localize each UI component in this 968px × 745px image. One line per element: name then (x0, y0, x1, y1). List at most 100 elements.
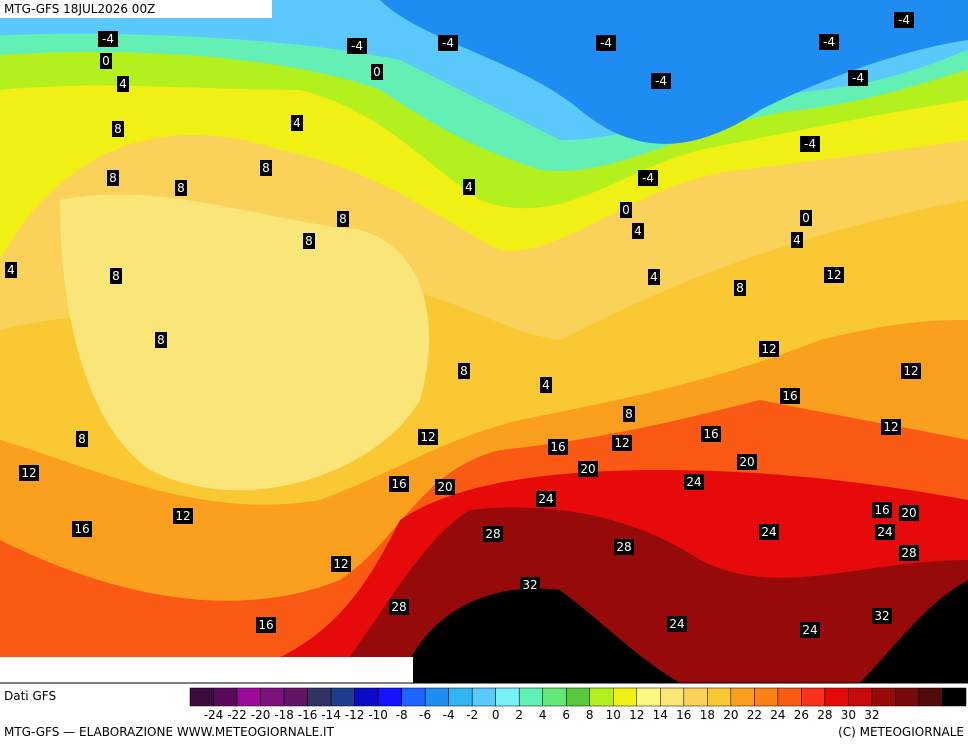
contour-label: 0 (802, 211, 810, 225)
color-swatch (495, 687, 520, 707)
contour-label: 24 (761, 525, 776, 539)
color-swatch (730, 687, 755, 707)
colorbar-tick-label: 14 (653, 708, 668, 722)
label-box (110, 268, 122, 284)
color-swatch (401, 687, 426, 707)
colorbar-tick-label: -2 (466, 708, 478, 722)
colorbar-tick-label: -18 (274, 708, 294, 722)
label-box (791, 232, 803, 248)
color-swatch (283, 687, 308, 707)
label-box (875, 524, 895, 540)
contour-label: 28 (485, 527, 500, 541)
contour-label: 12 (21, 466, 36, 480)
contour-label: 20 (437, 480, 452, 494)
label-box (463, 179, 475, 195)
colorbar-tick-label: -20 (251, 708, 271, 722)
label-box (100, 53, 112, 69)
contour-label: -4 (655, 74, 667, 88)
color-swatch (354, 687, 379, 707)
label-box (173, 508, 193, 524)
color-swatch (330, 687, 355, 707)
color-swatch (707, 687, 732, 707)
color-swatch (824, 687, 849, 707)
colorbar-tick-label: 8 (586, 708, 594, 722)
contour-label: 28 (901, 546, 916, 560)
colorbar-tick-label: 26 (794, 708, 809, 722)
label-box (612, 435, 632, 451)
label-box (483, 526, 503, 542)
label-box (899, 545, 919, 561)
label-box (303, 233, 315, 249)
label-box (155, 332, 167, 348)
colorbar-tick-label: -6 (419, 708, 431, 722)
colorbar-tick-label: -14 (321, 708, 341, 722)
color-swatch (518, 687, 543, 707)
colorbar-tick-label: -12 (345, 708, 365, 722)
contour-label: 16 (258, 618, 273, 632)
label-box (759, 524, 779, 540)
label-box (371, 64, 383, 80)
label-box (418, 429, 438, 445)
label-box (98, 31, 118, 47)
contour-label: 8 (262, 161, 270, 175)
label-box (19, 465, 39, 481)
colorbar-tick-label: 32 (864, 708, 879, 722)
color-swatch (189, 687, 214, 707)
footer-left: MTG-GFS — ELABORAZIONE WWW.METEOGIORNALE… (4, 725, 335, 739)
colorbar-tick-label: -24 (204, 708, 224, 722)
contour-label: 32 (874, 609, 889, 623)
contour-label: 32 (522, 578, 537, 592)
colorbar-tick-label: 0 (492, 708, 500, 722)
contour-label: 4 (634, 224, 642, 238)
label-box (638, 170, 658, 186)
color-swatch (589, 687, 614, 707)
contour-label: 8 (339, 212, 347, 226)
label-box (256, 617, 276, 633)
label-box (548, 439, 568, 455)
label-box (389, 476, 409, 492)
label-box (540, 377, 552, 393)
contour-label: 8 (109, 171, 117, 185)
color-swatch (613, 687, 638, 707)
contour-label: 24 (686, 475, 701, 489)
label-box (291, 115, 303, 131)
label-box (614, 539, 634, 555)
label-box (520, 577, 540, 593)
label-box (819, 34, 839, 50)
color-swatch (848, 687, 873, 707)
color-swatch (542, 687, 567, 707)
contour-label: 12 (883, 420, 898, 434)
contour-label: 8 (460, 364, 468, 378)
contour-label: 4 (7, 263, 15, 277)
label-box (623, 406, 635, 422)
label-box (800, 136, 820, 152)
label-box (117, 76, 129, 92)
label-box (435, 479, 455, 495)
color-swatch (871, 687, 896, 707)
colorbar-tick-label: 12 (629, 708, 644, 722)
label-box (701, 426, 721, 442)
label-box (438, 35, 458, 51)
colorbar-tick-label: 18 (700, 708, 715, 722)
contour-label: 8 (112, 269, 120, 283)
contour-label: -4 (804, 137, 816, 151)
contour-label: 8 (625, 407, 633, 421)
label-box (872, 608, 892, 624)
color-swatch (895, 687, 920, 707)
label-box (72, 521, 92, 537)
label-box (347, 38, 367, 54)
contour-label: 28 (391, 600, 406, 614)
label-box (76, 431, 88, 447)
contour-label: 4 (542, 378, 550, 392)
colorbar-tick-label: -8 (396, 708, 408, 722)
label-box (458, 363, 470, 379)
color-swatch (471, 687, 496, 707)
contour-label: 12 (175, 509, 190, 523)
color-swatch (754, 687, 779, 707)
contour-label: -4 (600, 36, 612, 50)
contour-label: 4 (119, 77, 127, 91)
color-swatch (260, 687, 285, 707)
label-box (737, 454, 757, 470)
label-box (734, 280, 746, 296)
